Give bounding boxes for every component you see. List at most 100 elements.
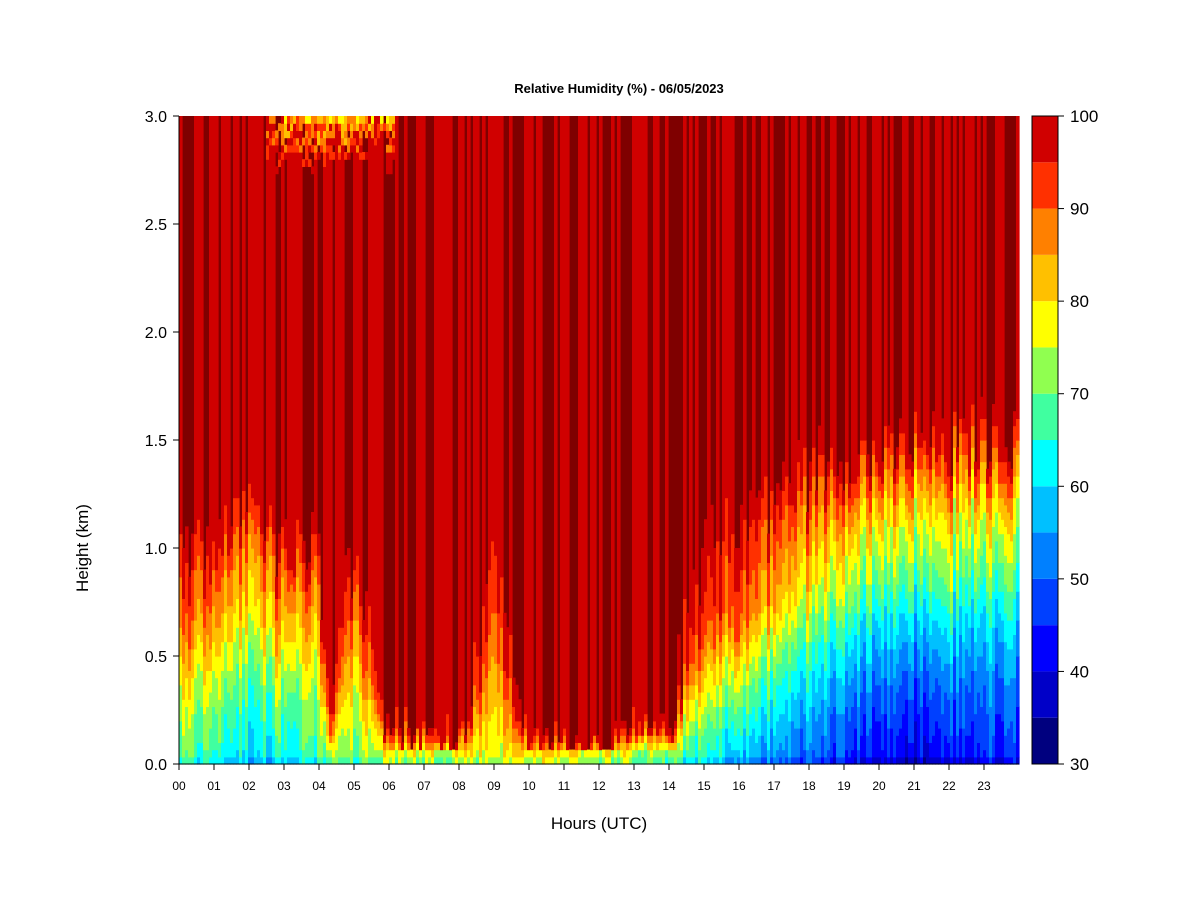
heatmap-cell xyxy=(743,663,747,686)
heatmap-cell xyxy=(188,605,192,650)
heatmap-cell xyxy=(887,526,891,563)
heatmap-cell xyxy=(1004,483,1008,506)
heatmap-cell xyxy=(923,548,927,578)
heatmap-cell xyxy=(791,620,795,643)
heatmap-cell xyxy=(884,756,888,765)
x-tick-label: 22 xyxy=(942,779,956,793)
heatmap-cell xyxy=(233,497,237,535)
heatmap-cell xyxy=(890,497,894,527)
heatmap-cell xyxy=(902,670,906,715)
heatmap-cell xyxy=(416,749,420,758)
heatmap-cell xyxy=(812,116,816,448)
heatmap-cell xyxy=(896,605,900,635)
heatmap-cell xyxy=(377,713,381,722)
heatmap-cell xyxy=(866,584,870,607)
heatmap-cell xyxy=(353,116,357,131)
heatmap-cell xyxy=(974,591,978,614)
heatmap-cell xyxy=(275,735,279,758)
heatmap-cell xyxy=(488,569,492,635)
heatmap-cell xyxy=(956,656,960,693)
heatmap-cell xyxy=(563,735,567,743)
heatmap-cell xyxy=(338,756,342,765)
heatmap-cell xyxy=(263,540,267,563)
heatmap-cell xyxy=(734,656,738,679)
heatmap-cell xyxy=(908,562,912,592)
heatmap-cell xyxy=(485,641,489,679)
heatmap-cell xyxy=(866,497,870,520)
heatmap-cell xyxy=(521,728,525,736)
heatmap-cell xyxy=(827,591,831,621)
heatmap-cell xyxy=(281,576,285,621)
heatmap-cell xyxy=(971,425,975,448)
heatmap-cell xyxy=(659,749,663,758)
heatmap-cell xyxy=(770,627,774,650)
heatmap-cell xyxy=(308,735,312,758)
heatmap-cell xyxy=(227,555,231,578)
heatmap-cell xyxy=(347,116,351,124)
heatmap-cell xyxy=(794,569,798,607)
heatmap-cell xyxy=(536,749,540,758)
heatmap-cell xyxy=(971,533,975,571)
heatmap-cell xyxy=(215,591,219,628)
heatmap-cell xyxy=(845,504,849,527)
heatmap-cell xyxy=(221,116,225,556)
heatmap-cell xyxy=(866,627,870,664)
heatmap-cell xyxy=(848,720,852,758)
heatmap-cell xyxy=(224,116,228,506)
heatmap-cell xyxy=(185,526,189,563)
heatmap-cell xyxy=(719,684,723,707)
heatmap-cell xyxy=(893,713,897,758)
heatmap-cell xyxy=(794,627,798,650)
heatmap-cell xyxy=(374,137,378,146)
heatmap-cell xyxy=(923,627,927,657)
heatmap-cell xyxy=(608,749,612,758)
heatmap-cell xyxy=(500,670,504,707)
heatmap-cell xyxy=(983,605,987,643)
heatmap-cell xyxy=(272,144,276,535)
heatmap-cell xyxy=(941,634,945,671)
heatmap-cell xyxy=(257,699,261,751)
colorbar-tick-label: 40 xyxy=(1070,662,1089,681)
heatmap-cell xyxy=(908,490,912,513)
heatmap-cell xyxy=(836,627,840,650)
heatmap-cell xyxy=(464,756,468,765)
heatmap-cell xyxy=(881,648,885,679)
heatmap-cell xyxy=(797,692,801,729)
heatmap-cell xyxy=(308,137,312,146)
heatmap-cell xyxy=(251,497,255,520)
heatmap-cell xyxy=(920,756,924,765)
heatmap-cell xyxy=(635,116,639,736)
heatmap-cell xyxy=(230,699,234,743)
heatmap-cell xyxy=(677,634,681,686)
heatmap-cell xyxy=(827,749,831,765)
heatmap-cell xyxy=(362,123,366,131)
heatmap-cell xyxy=(290,116,294,124)
heatmap-cell xyxy=(713,548,717,607)
heatmap-cell xyxy=(851,749,855,765)
heatmap-cell xyxy=(545,742,549,751)
heatmap-cell xyxy=(830,519,834,556)
heatmap-cell xyxy=(242,627,246,664)
heatmap-cell xyxy=(440,749,444,758)
heatmap-cell xyxy=(614,728,618,736)
heatmap-cell xyxy=(692,684,696,700)
heatmap-cell xyxy=(899,756,903,765)
heatmap-cell xyxy=(728,116,732,563)
heatmap-cell xyxy=(956,735,960,758)
heatmap-cell xyxy=(380,749,384,758)
heatmap-cell xyxy=(929,504,933,527)
heatmap-cell xyxy=(395,735,399,743)
heatmap-cell xyxy=(809,591,813,614)
heatmap-cell xyxy=(785,641,789,671)
heatmap-cell xyxy=(428,756,432,765)
heatmap-cell xyxy=(887,584,891,614)
heatmap-cell xyxy=(656,756,660,765)
heatmap-cell xyxy=(422,720,426,729)
heatmap-cell xyxy=(794,670,798,700)
heatmap-cell xyxy=(746,684,750,715)
heatmap-cell xyxy=(344,591,348,635)
heatmap-cell xyxy=(626,742,630,751)
heatmap-cell xyxy=(911,756,915,765)
heatmap-cell xyxy=(407,742,411,751)
heatmap-cell xyxy=(857,555,861,585)
